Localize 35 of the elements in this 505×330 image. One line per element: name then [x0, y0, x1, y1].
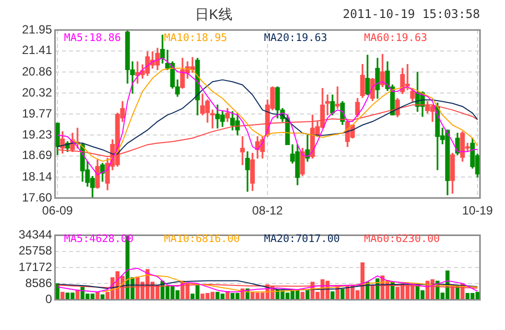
bar — [96, 292, 100, 300]
y-tick-label: 21.41 — [22, 43, 52, 58]
text: 2011-10-19 15:03:58 — [342, 7, 480, 21]
text: MA60:6230.00 — [364, 233, 441, 245]
x-tick-label: 06-09 — [42, 204, 74, 218]
y-tick-label: 17.60 — [22, 190, 52, 204]
y-tick-label: 19.77 — [22, 106, 52, 121]
candlestick — [335, 86, 340, 109]
y-tick-label: 18.14 — [22, 169, 52, 184]
text: MA20:19.63 — [264, 32, 328, 44]
bar — [100, 294, 104, 300]
bar — [330, 291, 334, 300]
x-tick-label: 10-19 — [462, 204, 494, 218]
text: MA10:18.95 — [164, 32, 228, 44]
text: MA20:7017.00 — [264, 233, 341, 245]
bar — [60, 292, 64, 300]
text: MA5:18.86 — [64, 32, 122, 44]
y-tick-label: 20.32 — [22, 85, 52, 100]
text: MA60:19.63 — [364, 32, 428, 44]
candlestick — [240, 136, 245, 166]
x-tick-label: 08-12 — [252, 204, 284, 218]
bar — [306, 290, 310, 300]
chart-title: 日K线 — [195, 6, 232, 24]
text: MA10:6816.00 — [164, 233, 241, 245]
bar — [340, 288, 344, 300]
y-tick-label: 8586 — [25, 276, 52, 290]
y-tick-label: 25758 — [18, 244, 52, 258]
y-tick-label: 17172 — [18, 260, 52, 274]
y-tick-label: 19.23 — [22, 127, 52, 142]
y-tick-label: 20.86 — [22, 64, 52, 78]
y-tick-label: 18.69 — [22, 148, 52, 162]
y-tick-label: 21.95 — [22, 22, 52, 36]
y-tick-label: 34344 — [18, 228, 52, 242]
y-tick-label: 0 — [45, 292, 52, 306]
bar — [300, 292, 304, 300]
